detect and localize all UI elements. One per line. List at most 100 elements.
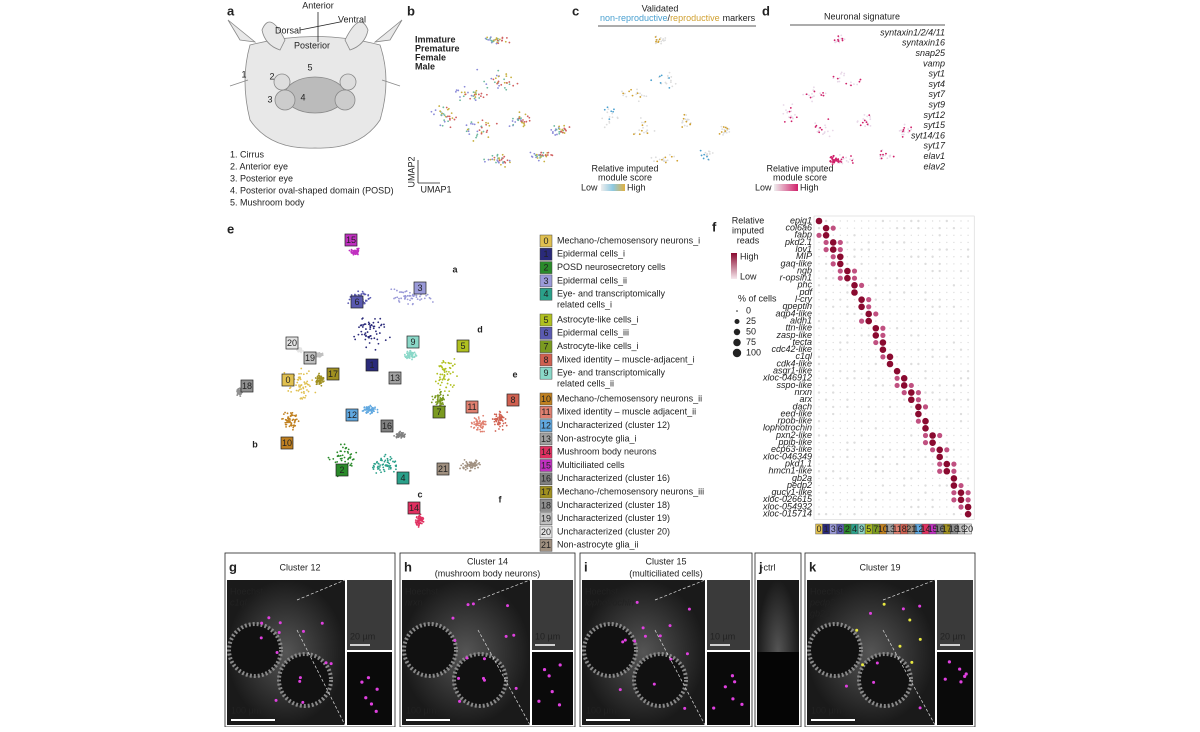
dot: [846, 241, 849, 244]
cell-point: [357, 247, 360, 250]
cell-point: [480, 423, 483, 426]
cell-point: [529, 151, 532, 154]
cluster-number: 4: [400, 473, 405, 483]
cell-point: [622, 92, 625, 95]
dot: [967, 241, 969, 244]
cell-point: [444, 367, 447, 370]
cell-point: [369, 296, 372, 299]
cell-point: [354, 252, 357, 255]
dot: [910, 327, 912, 329]
gene-label: syt14/16: [911, 130, 945, 140]
cell-point: [384, 464, 387, 467]
cell-point: [406, 298, 409, 301]
cell-point: [300, 388, 302, 390]
dot: [917, 219, 920, 223]
cell-point: [373, 325, 376, 328]
cell-point: [479, 430, 482, 433]
cell-point: [298, 384, 300, 387]
dot: [825, 441, 827, 444]
dot: [910, 434, 913, 437]
cell-point: [387, 461, 390, 464]
cell-point: [377, 467, 380, 470]
cell-point: [832, 75, 835, 78]
dot: [896, 234, 898, 236]
dot: [868, 499, 870, 501]
dot: [896, 506, 898, 508]
dot: [860, 427, 863, 430]
cell-point: [498, 157, 501, 160]
cell-point: [374, 408, 376, 410]
cell-point: [417, 518, 420, 520]
cell-point: [508, 125, 511, 128]
signal: [963, 674, 967, 678]
legend-item: related cells_i: [557, 300, 612, 310]
cell-point: [664, 37, 667, 39]
cell-point: [646, 132, 649, 135]
cell-point: [477, 416, 480, 419]
legend-number: 13: [541, 434, 551, 444]
cell-point: [838, 153, 841, 156]
dot: [924, 298, 927, 301]
cell-point: [350, 462, 353, 465]
cell-point: [306, 383, 309, 386]
signal: [329, 662, 333, 666]
dot: [839, 284, 841, 287]
dot: [958, 482, 964, 489]
dot: [967, 263, 969, 265]
dot: [896, 313, 898, 315]
dot: [910, 356, 912, 358]
dot: [888, 298, 892, 301]
dot: [953, 370, 955, 372]
dot: [818, 399, 820, 401]
cell-point: [501, 420, 504, 422]
dot: [924, 491, 927, 494]
gene-label: ttn-like: [785, 323, 812, 333]
dot: [953, 241, 955, 244]
cell-point: [483, 80, 486, 83]
dot: [910, 255, 913, 258]
dot: [900, 375, 908, 382]
dot: [903, 512, 906, 516]
cell-point: [499, 422, 501, 425]
cell-point: [863, 113, 866, 116]
cell-point: [558, 131, 561, 133]
dot: [896, 263, 898, 265]
cell-point: [370, 324, 373, 326]
cell-point: [816, 130, 819, 133]
dot: [915, 410, 922, 418]
cell-point: [473, 461, 476, 464]
column-label: 14: [920, 524, 930, 534]
dot: [889, 427, 891, 430]
cell-point: [417, 520, 419, 523]
dot: [924, 262, 927, 266]
dot: [924, 277, 927, 279]
gene-label: pdf: [798, 287, 813, 297]
dot: [903, 298, 905, 301]
cell-point: [486, 86, 489, 89]
cell-point: [610, 110, 613, 113]
cell-point: [475, 419, 478, 422]
cell-point: [455, 89, 458, 92]
cell-point: [608, 120, 611, 123]
dot: [853, 369, 856, 373]
cell-point: [392, 470, 395, 473]
group-letter: e: [512, 369, 517, 379]
cell-point: [504, 40, 507, 43]
cell-point: [336, 460, 339, 463]
cell-point: [343, 443, 346, 446]
signal: [844, 684, 848, 688]
cell-point: [288, 425, 291, 428]
cell-point: [304, 394, 307, 397]
dot: [868, 270, 870, 272]
dot: [917, 298, 920, 301]
cell-point: [411, 294, 414, 297]
dot: [960, 406, 962, 408]
dot: [868, 420, 870, 422]
dot: [882, 277, 884, 279]
dot: [917, 306, 920, 308]
subtitle-part: reproductive: [670, 13, 720, 23]
cell-point: [398, 431, 401, 434]
cell-point: [447, 115, 449, 118]
cell-point: [495, 418, 498, 421]
dot: [910, 270, 912, 272]
